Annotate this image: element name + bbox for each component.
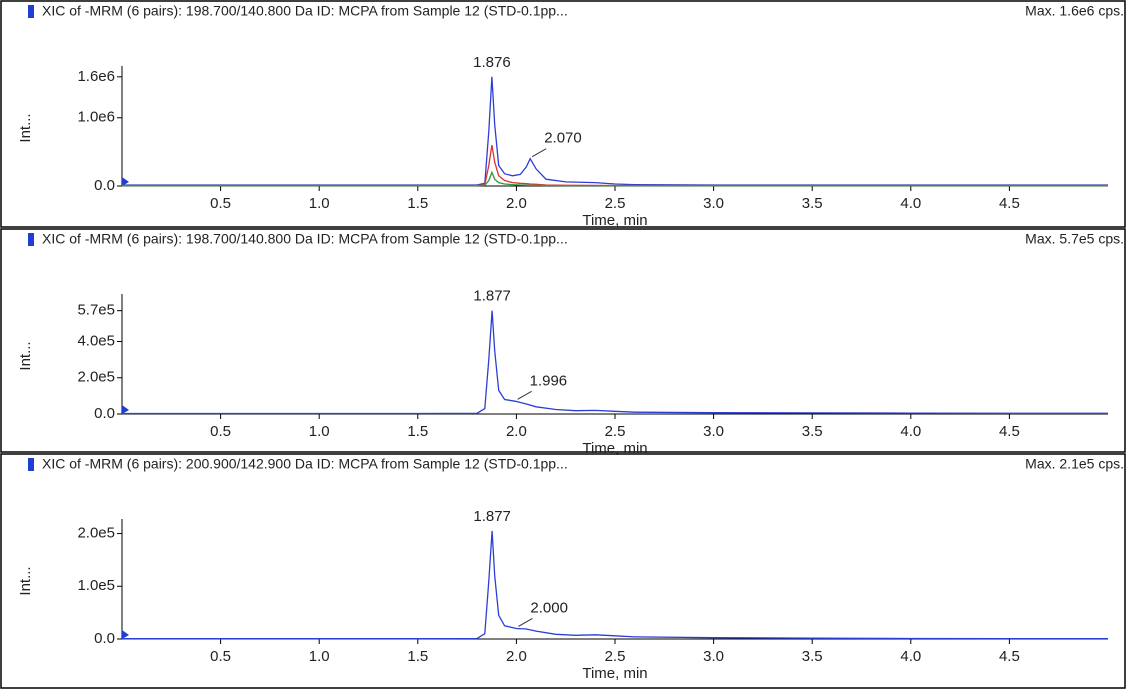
x-tick-label: 1.5 [407, 648, 428, 665]
x-tick-label: 2.0 [506, 195, 527, 212]
x-axis-label: Time, min [582, 665, 647, 682]
peak-label: 1.877 [473, 508, 511, 525]
x-tick-label: 0.5 [210, 195, 231, 212]
x-tick-label: 3.0 [703, 195, 724, 212]
y-tick-label: 1.0e6 [77, 109, 115, 126]
trace [122, 310, 1108, 415]
peak-label: 1.876 [473, 54, 511, 71]
y-tick-label: 2.0e5 [77, 369, 115, 386]
origin-marker [122, 630, 129, 639]
y-axis-label: Int... [17, 113, 34, 142]
trace [122, 76, 1108, 186]
max-intensity: Max. 5.7e5 cps. [1025, 231, 1124, 247]
peak-label: 2.000 [530, 599, 568, 616]
y-tick-label: 0.0 [94, 405, 115, 422]
x-tick-label: 1.0 [309, 423, 330, 440]
y-axis-label: Int... [17, 566, 34, 595]
x-tick-label: 2.5 [605, 648, 626, 665]
x-tick-label: 1.0 [309, 648, 330, 665]
panel-frame [0, 0, 1126, 228]
panel-title: XIC of -MRM (6 pairs): 198.700/140.800 D… [42, 231, 568, 247]
panel-frame [0, 453, 1126, 689]
y-tick-label: 2.0e5 [77, 525, 115, 542]
peak-leader [518, 618, 533, 627]
x-tick-label: 4.0 [900, 423, 921, 440]
y-tick-label: 4.0e5 [77, 332, 115, 349]
peak-label: 2.070 [544, 130, 582, 147]
y-tick-label: 1.0e5 [77, 577, 115, 594]
x-tick-label: 3.5 [802, 423, 823, 440]
x-tick-label: 2.5 [605, 195, 626, 212]
x-tick-label: 4.5 [999, 423, 1020, 440]
peak-leader [531, 148, 547, 158]
x-tick-label: 4.0 [900, 648, 921, 665]
panel-frame [0, 228, 1126, 453]
peak-leader [517, 390, 532, 400]
x-tick-label: 4.5 [999, 195, 1020, 212]
y-tick-label: 0.0 [94, 177, 115, 194]
x-tick-label: 1.0 [309, 195, 330, 212]
x-tick-label: 0.5 [210, 648, 231, 665]
peak-label: 1.996 [530, 372, 568, 389]
trace [122, 144, 1108, 187]
x-tick-label: 3.5 [802, 648, 823, 665]
y-axis-label: Int... [17, 341, 34, 370]
panel-icon [28, 233, 34, 246]
origin-marker [122, 177, 129, 186]
panel-icon [28, 458, 34, 471]
panel-title: XIC of -MRM (6 pairs): 198.700/140.800 D… [42, 3, 568, 19]
x-tick-label: 4.0 [900, 195, 921, 212]
x-tick-label: 4.5 [999, 648, 1020, 665]
x-tick-label: 1.5 [407, 195, 428, 212]
panel-icon [28, 5, 34, 18]
x-tick-label: 2.0 [506, 648, 527, 665]
x-tick-label: 1.5 [407, 423, 428, 440]
max-intensity: Max. 2.1e5 cps. [1025, 456, 1124, 472]
x-tick-label: 3.5 [802, 195, 823, 212]
origin-marker [122, 405, 129, 414]
x-tick-label: 3.0 [703, 648, 724, 665]
x-tick-label: 0.5 [210, 423, 231, 440]
peak-label: 1.877 [473, 288, 511, 305]
x-tick-label: 3.0 [703, 423, 724, 440]
panel-title: XIC of -MRM (6 pairs): 200.900/142.900 D… [42, 456, 568, 472]
trace [122, 530, 1108, 640]
max-intensity: Max. 1.6e6 cps. [1025, 3, 1124, 19]
x-axis-label: Time, min [582, 212, 647, 229]
trace [122, 170, 1108, 187]
x-axis-label: Time, min [582, 440, 647, 457]
y-tick-label: 1.6e6 [77, 68, 115, 85]
x-tick-label: 2.0 [506, 423, 527, 440]
y-tick-label: 5.7e5 [77, 302, 115, 319]
y-tick-label: 0.0 [94, 630, 115, 647]
x-tick-label: 2.5 [605, 423, 626, 440]
